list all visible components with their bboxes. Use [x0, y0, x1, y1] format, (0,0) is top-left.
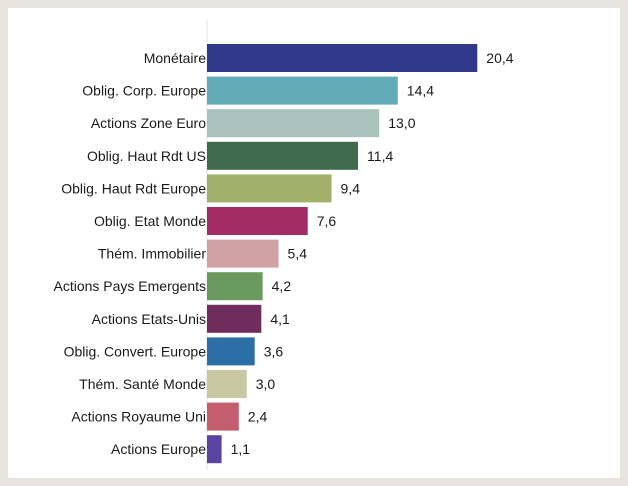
bar-3: [207, 141, 359, 170]
bar-11: [207, 402, 239, 431]
category-label: Actions Zone Euro: [91, 115, 206, 131]
category-label: Thém. Immobilier: [98, 246, 206, 262]
category-label: Monétaire: [144, 50, 206, 66]
category-label: Oblig. Haut Rdt Europe: [61, 180, 206, 196]
value-label: 1,1: [231, 441, 251, 457]
bar-12: [207, 435, 222, 464]
category-label: Thém. Santé Monde: [79, 376, 206, 392]
value-label: 2,4: [248, 409, 268, 425]
category-label: Actions Pays Emergents: [53, 278, 206, 294]
bar-chart: Monétaire Oblig. Corp. Europe Actions Zone…: [53, 20, 514, 470]
bars-group: [207, 44, 478, 464]
value-label: 4,2: [272, 278, 292, 294]
value-label: 4,1: [270, 311, 290, 327]
category-label: Oblig. Etat Monde: [94, 213, 206, 229]
bar-1: [207, 76, 398, 105]
category-label: Actions Royaume Uni: [71, 409, 206, 425]
bar-6: [207, 239, 279, 268]
value-label: 9,4: [341, 180, 361, 196]
category-label: Actions Etats-Unis: [92, 311, 206, 327]
value-label: 14,4: [407, 83, 434, 99]
value-label: 7,6: [317, 213, 337, 229]
bar-2: [207, 109, 380, 138]
bar-7: [207, 272, 263, 301]
bar-4: [207, 174, 332, 203]
chart-panel: Monétaire Oblig. Corp. Europe Actions Zone…: [8, 8, 620, 478]
bar-0: [207, 44, 478, 72]
value-labels: 20,4 14,4 13,0 11,4 9,4 7,6 5,4 4,2 4,1 3,6 3,0 2,4…: [231, 50, 514, 457]
category-labels: Monétaire Oblig. Corp. Europe Actions Zone…: [53, 50, 206, 457]
category-label: Oblig. Corp. Europe: [82, 83, 206, 99]
bar-5: [207, 207, 308, 235]
bar-10: [207, 370, 247, 398]
category-label: Oblig. Convert. Europe: [64, 343, 207, 359]
category-label: Actions Europe: [111, 441, 206, 457]
value-label: 20,4: [486, 50, 513, 66]
value-label: 3,6: [264, 343, 284, 359]
bar-9: [207, 337, 255, 366]
category-label: Oblig. Haut Rdt US: [87, 148, 206, 164]
value-label: 5,4: [288, 246, 308, 262]
bar-8: [207, 304, 262, 333]
value-label: 3,0: [256, 376, 276, 392]
value-label: 13,0: [388, 115, 415, 131]
value-label: 11,4: [367, 148, 393, 164]
